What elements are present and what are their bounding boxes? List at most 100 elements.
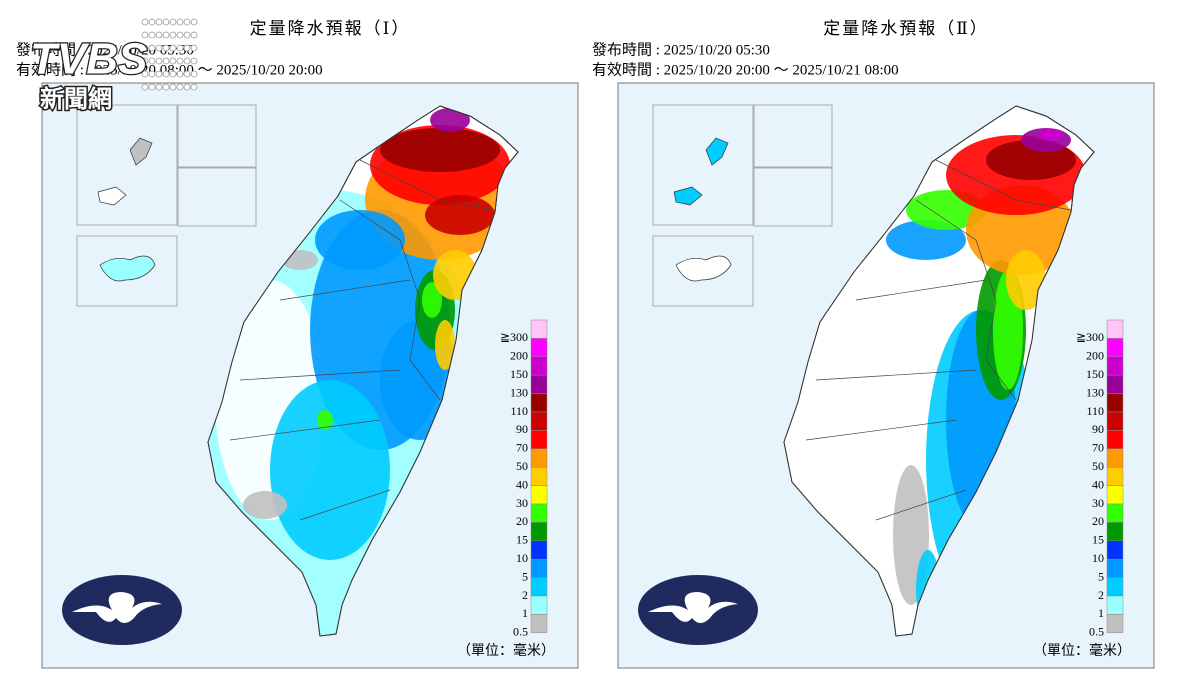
- logo-dot: [155, 31, 163, 39]
- emblem-cloud: [648, 592, 738, 623]
- inset-frame: [177, 104, 257, 168]
- legend-label: 200: [510, 349, 528, 363]
- legend-label: 0.5: [1089, 625, 1104, 639]
- legend-label: 110: [1086, 404, 1104, 418]
- legend-label: 2: [522, 588, 528, 602]
- rain-area: [380, 128, 500, 172]
- forecast-panel: 定量降水預報（Ⅰ） 發布時間 : 2025/10/20 05:30 有效時間 : 2…: [16, 19, 579, 669]
- legend-swatch: [1106, 356, 1124, 376]
- legend-swatch: [530, 558, 548, 578]
- logo-dot: [183, 18, 191, 26]
- legend-label: 20: [516, 514, 528, 528]
- legend-swatch: [1106, 319, 1124, 339]
- inset-frame: [76, 235, 178, 307]
- logo-dot: [155, 18, 163, 26]
- island: [705, 137, 729, 166]
- legend-label: 150: [510, 367, 528, 381]
- legend-label: ≧300: [500, 330, 528, 344]
- logo-dot: [183, 57, 191, 65]
- logo-dot: [183, 83, 191, 91]
- valid-time: 有效時間 : 2025/10/20 08:00 ～ 2025/10/20 20:…: [16, 61, 323, 78]
- logo-dot: [176, 44, 184, 52]
- logo-dot: [169, 44, 177, 52]
- forecast-panel: 定量降水預報（Ⅱ） 發布時間 : 2025/10/20 05:30 有效時間 : 2…: [592, 19, 1155, 669]
- legend-swatch: [530, 411, 548, 431]
- logo-dot: [190, 83, 198, 91]
- legend-label: 5: [522, 569, 528, 583]
- legend-swatch: [530, 485, 548, 505]
- legend-label: 1: [522, 606, 528, 620]
- logo-dot: [190, 44, 198, 52]
- logo-dot: [169, 31, 177, 39]
- logo-dot: [148, 31, 156, 39]
- inset-frame: [652, 235, 754, 307]
- legend-swatch: [530, 577, 548, 597]
- logo-dot: [162, 70, 170, 78]
- logo-dot: [141, 31, 149, 39]
- logo-dot: [183, 44, 191, 52]
- logo-dot: [148, 70, 156, 78]
- logo-dot: [155, 57, 163, 65]
- unit-label: （單位：毫米）: [1033, 642, 1131, 659]
- legend-label: 90: [1092, 422, 1104, 436]
- county-lines: [805, 159, 1072, 521]
- legend-swatch: [530, 595, 548, 615]
- legend-swatch: [1106, 374, 1124, 394]
- legend-label: 50: [1092, 459, 1104, 473]
- emblem-cloud: [72, 592, 162, 623]
- logo-dot: [148, 83, 156, 91]
- island: [97, 186, 127, 206]
- legend-label: 110: [510, 404, 528, 418]
- legend-label: 70: [516, 441, 528, 455]
- logo-dot: [176, 18, 184, 26]
- legend-swatch: [1106, 448, 1124, 468]
- inset-frame: [753, 104, 833, 168]
- logo-dot: [176, 70, 184, 78]
- legend-swatch: [1106, 411, 1124, 431]
- legend-swatch: [1106, 485, 1124, 505]
- rain-area: [315, 210, 405, 270]
- rain-area: [1039, 129, 1063, 141]
- logo-dot: [141, 57, 149, 65]
- inset-frame: [76, 104, 178, 226]
- inset-frame: [652, 104, 754, 226]
- legend-label: 40: [516, 477, 528, 491]
- rain-area: [430, 108, 470, 132]
- rain-area: [270, 380, 390, 560]
- legend-swatch: [1106, 338, 1124, 358]
- legend-label: ≧300: [1076, 330, 1104, 344]
- legend-label: 90: [516, 422, 528, 436]
- logo-dot: [162, 57, 170, 65]
- legend-swatch: [1106, 540, 1124, 560]
- legend-swatch: [1106, 558, 1124, 578]
- legend-swatch: [530, 522, 548, 542]
- legend-swatch: [1106, 522, 1124, 542]
- logo-brand: TVBS: [30, 35, 147, 84]
- logo-dot: [162, 18, 170, 26]
- legend-label: 15: [1092, 533, 1104, 547]
- legend-swatch: [530, 466, 548, 486]
- island: [675, 255, 732, 282]
- logo-dot: [148, 18, 156, 26]
- county-lines: [229, 159, 496, 521]
- legend-swatch: [1106, 595, 1124, 615]
- legend-swatch: [530, 448, 548, 468]
- inset-frame: [753, 167, 833, 227]
- panel-title: 定量降水預報（Ⅱ）: [823, 19, 989, 38]
- logo-dot: [141, 44, 149, 52]
- legend-label: 200: [1086, 349, 1104, 363]
- logo-dot: [169, 83, 177, 91]
- legend-swatch: [1106, 577, 1124, 597]
- logo-dot: [176, 83, 184, 91]
- logo-dot: [141, 83, 149, 91]
- logo-dot: [169, 57, 177, 65]
- legend-label: 2: [1098, 588, 1104, 602]
- coastline: [207, 105, 519, 637]
- legend-label: 130: [510, 385, 528, 399]
- legend-label: 0.5: [513, 625, 528, 639]
- legend-label: 5: [1098, 569, 1104, 583]
- legend-label: 70: [1092, 441, 1104, 455]
- logo-dot: [190, 31, 198, 39]
- legend-swatch: [1106, 503, 1124, 523]
